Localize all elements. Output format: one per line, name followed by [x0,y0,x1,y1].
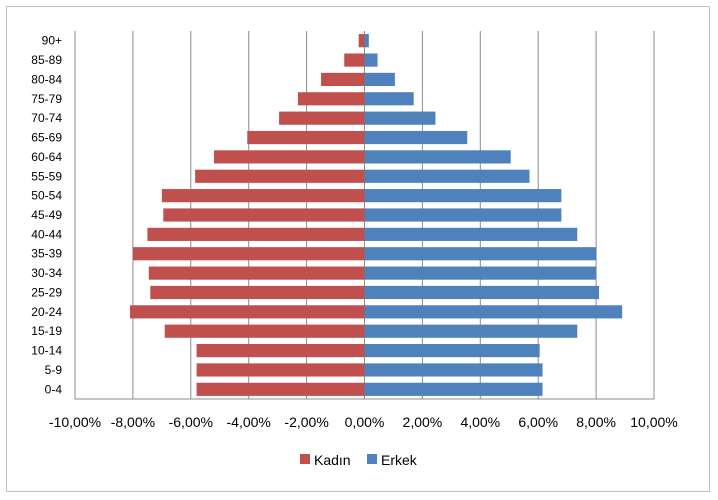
bar-kadin [163,208,365,222]
bar-kadin [164,324,365,338]
y-tick-label: 75-79 [31,92,62,106]
bar-kadin [344,53,365,67]
y-tick-label: 35-39 [31,247,62,261]
y-tick-label: 15-19 [31,324,62,338]
y-tick-label: 50-54 [31,189,62,203]
legend-swatch-kadin [300,454,310,464]
bar-erkek [364,324,578,338]
bar-erkek [364,169,530,183]
x-tick-label: -8,00% [111,414,155,430]
bars [130,34,623,396]
y-tick-label: 65-69 [31,131,62,145]
bar-erkek [364,150,511,164]
y-tick-label: 20-24 [31,305,62,319]
y-tick-label: 30-34 [31,266,62,280]
bar-kadin [150,285,365,300]
y-tick-label: 40-44 [31,227,62,241]
x-tick-label: 0,00% [345,414,385,430]
x-tick-label: 2,00% [403,414,443,430]
y-tick-label: 25-29 [31,285,62,299]
bar-kadin [321,72,365,87]
bar-kadin [195,169,365,183]
bar-kadin [196,343,365,358]
bar-erkek [364,53,378,67]
y-tick-label: 5-9 [45,363,63,377]
y-tick-label: 55-59 [31,169,62,183]
bar-kadin [161,189,365,203]
bar-kadin [132,247,365,261]
bar-kadin [148,266,365,280]
x-tick-label: 4,00% [460,414,500,430]
y-tick-label: 70-74 [31,111,62,125]
y-tick-label: 90+ [42,34,62,48]
bar-kadin [196,363,365,377]
x-tick-label: 8,00% [576,414,616,430]
bar-erkek [364,363,543,377]
bar-erkek [364,247,597,261]
bar-erkek [364,111,436,125]
y-tick-label: 45-49 [31,208,62,222]
bar-kadin [247,130,365,145]
x-axis-labels: -10,00% -8,00% -6,00% -4,00% -2,00% 0,00% 2,00… [49,414,678,430]
bar-erkek [364,285,599,300]
legend: Kadın Erkek [300,452,418,468]
bar-erkek [364,130,468,145]
bar-kadin [297,92,365,106]
legend-label-kadin: Kadın [314,452,351,468]
x-tick-label: -4,00% [227,414,271,430]
bar-kadin [279,111,365,125]
bar-erkek [364,208,562,222]
x-tick-label: 6,00% [518,414,558,430]
bar-erkek [364,305,623,319]
bar-kadin [213,150,365,164]
x-tick-label: -6,00% [169,414,213,430]
x-tick-label: -2,00% [284,414,328,430]
y-axis-labels: 0-4 5-9 10-14 15-19 20-24 25-29 30-34 35-39 40-4… [31,34,62,397]
y-tick-label: 0-4 [45,382,63,396]
bar-erkek [364,34,369,48]
x-tick-label: 10,00% [630,414,677,430]
bar-erkek [364,189,562,203]
x-tick-label: -10,00% [49,414,101,430]
legend-swatch-erkek [367,454,377,464]
bar-erkek [364,343,540,358]
y-tick-label: 80-84 [31,72,62,86]
legend-label-erkek: Erkek [381,452,418,468]
bar-kadin [196,382,365,396]
bar-erkek [364,382,543,396]
y-tick-label: 85-89 [31,53,62,67]
bar-kadin [147,227,365,241]
bar-kadin [358,34,365,48]
bar-erkek [364,266,597,280]
y-tick-label: 10-14 [31,344,62,358]
bar-erkek [364,72,395,87]
bar-kadin [130,305,365,319]
bar-erkek [364,92,414,106]
y-tick-label: 60-64 [31,150,62,164]
bar-erkek [364,227,578,241]
